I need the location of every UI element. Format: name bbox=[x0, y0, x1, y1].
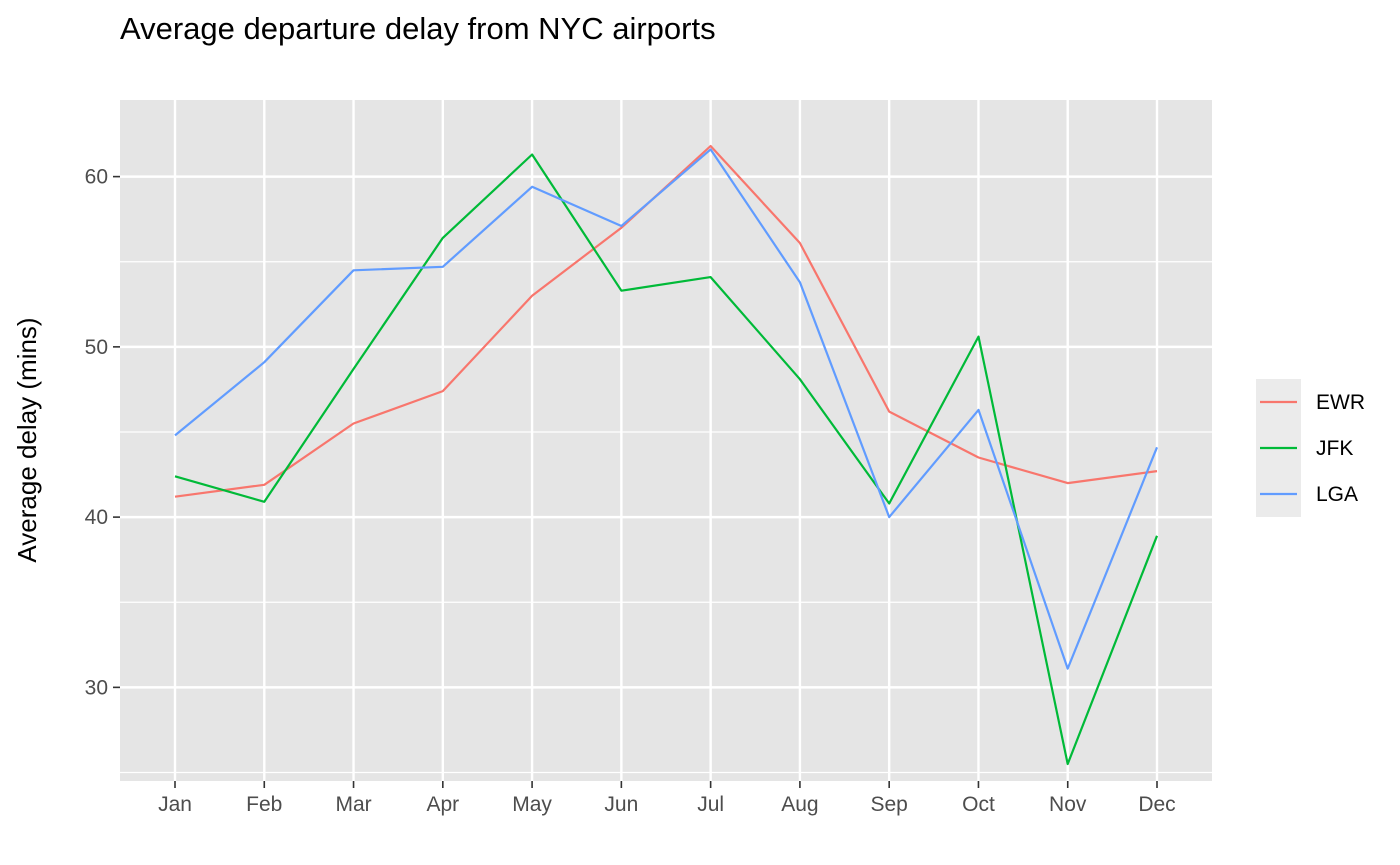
x-tick-label: Jan bbox=[158, 793, 192, 816]
x-tick-label: Dec bbox=[1138, 793, 1175, 816]
y-tick-label: 40 bbox=[85, 506, 108, 529]
x-tick-label: Jun bbox=[604, 793, 638, 816]
x-tick-label: Apr bbox=[426, 793, 459, 816]
x-tick-label: Jul bbox=[697, 793, 724, 816]
series-line-lga bbox=[174, 148, 1159, 670]
x-tick-label: May bbox=[512, 793, 552, 816]
legend-label-jfk: JFK bbox=[1316, 437, 1353, 460]
x-axis: Jan Feb Mar Apr May Jun Jul Aug Sep Oct Nov Dec bbox=[158, 781, 1176, 816]
y-tick-label: 30 bbox=[85, 676, 108, 699]
legend: EWR JFK LGA bbox=[1256, 379, 1365, 517]
y-axis: 30 40 50 60 bbox=[85, 166, 120, 699]
y-tick-label: 50 bbox=[85, 336, 108, 359]
major-gridlines bbox=[120, 100, 1212, 781]
x-tick-label: Aug bbox=[781, 793, 818, 816]
series-lines bbox=[174, 144, 1159, 766]
panel-background bbox=[120, 100, 1212, 781]
x-tick-label: Sep bbox=[870, 793, 907, 816]
x-tick-label: Mar bbox=[335, 793, 371, 816]
series-line-jfk bbox=[174, 153, 1159, 766]
chart-title: Average departure delay from NYC airport… bbox=[120, 11, 716, 46]
y-axis-title: Average delay (mins) bbox=[12, 317, 42, 562]
x-tick-label: Oct bbox=[962, 793, 995, 816]
legend-label-ewr: EWR bbox=[1316, 391, 1365, 414]
x-tick-label: Feb bbox=[246, 793, 282, 816]
x-tick-label: Nov bbox=[1049, 793, 1087, 816]
legend-label-lga: LGA bbox=[1316, 483, 1358, 506]
y-tick-label: 60 bbox=[85, 166, 108, 189]
minor-gridlines bbox=[120, 261, 1212, 774]
